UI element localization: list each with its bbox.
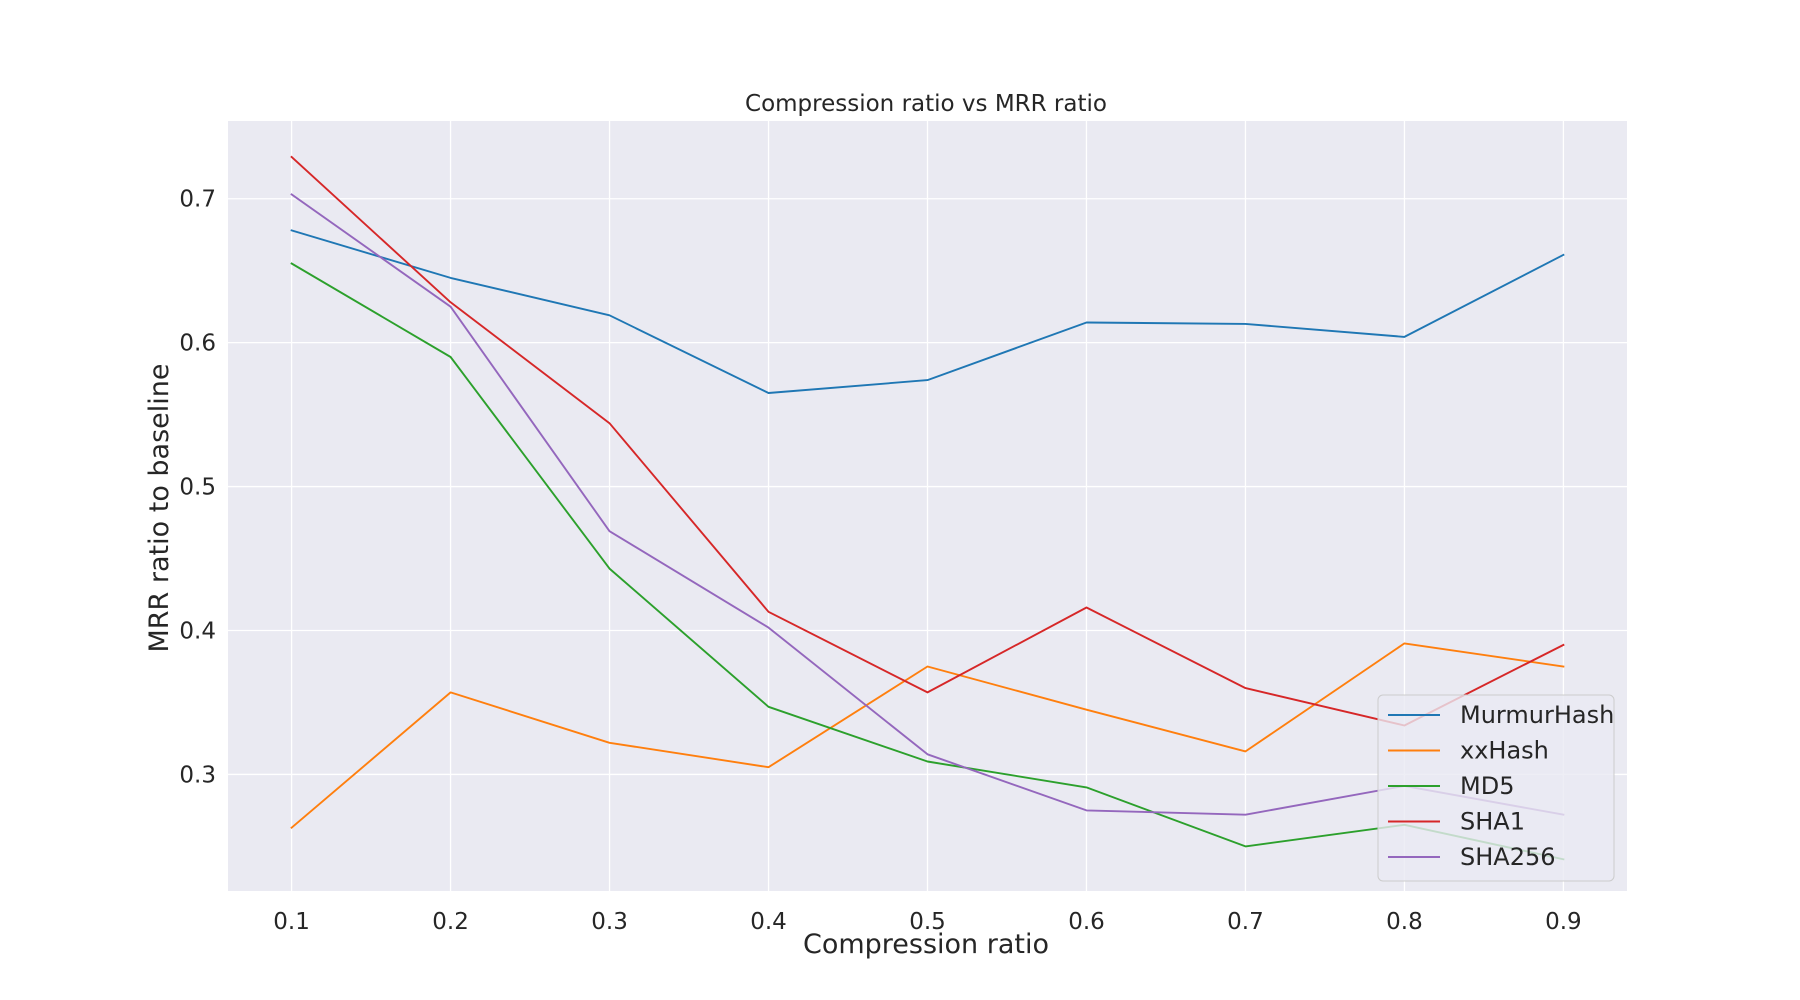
series-line-xxhash [290, 642, 1565, 830]
x-axis-label: Compression ratio [803, 929, 1049, 960]
x-tick-label: 0.5 [909, 909, 946, 935]
x-tick-label: 0.4 [750, 909, 787, 935]
x-tick-label: 0.1 [273, 909, 310, 935]
y-tick-label: 0.5 [179, 475, 216, 501]
legend: MurmurHash xxHash MD5 SHA1 SHA256 [1377, 694, 1615, 882]
x-tick-label: 0.6 [1068, 909, 1105, 935]
legend-label: SHA1 [1460, 808, 1525, 836]
x-tick-label: 0.3 [591, 909, 628, 935]
series-line-sha1 [290, 155, 1565, 727]
legend-label: SHA256 [1460, 843, 1556, 871]
chart-title: Compression ratio vs MRR ratio [745, 91, 1107, 117]
x-tick-label: 0.9 [1545, 909, 1582, 935]
y-tick-labels: 0.3 0.4 0.5 0.6 0.7 [179, 187, 216, 789]
legend-box [1377, 694, 1615, 882]
y-tick-label: 0.7 [179, 187, 216, 213]
x-tick-label: 0.2 [432, 909, 469, 935]
x-tick-label: 0.8 [1386, 909, 1423, 935]
y-tick-label: 0.3 [179, 762, 216, 788]
y-tick-label: 0.4 [179, 618, 216, 644]
series-line-md5 [290, 262, 1565, 861]
y-tick-label: 0.6 [179, 331, 216, 357]
x-tick-labels: 0.1 0.2 0.3 0.4 0.5 0.6 0.7 0.8 0.9 [273, 909, 1581, 935]
x-gridlines [290, 121, 1565, 891]
legend-label: MurmurHash [1460, 701, 1614, 729]
series-line-sha256 [290, 193, 1565, 816]
legend-label: MD5 [1460, 772, 1514, 800]
legend-label: xxHash [1460, 737, 1549, 765]
series-lines [290, 155, 1565, 861]
x-tick-label: 0.7 [1227, 909, 1264, 935]
y-axis-label: MRR ratio to baseline [144, 363, 175, 652]
series-line-murmurhash [290, 229, 1565, 394]
